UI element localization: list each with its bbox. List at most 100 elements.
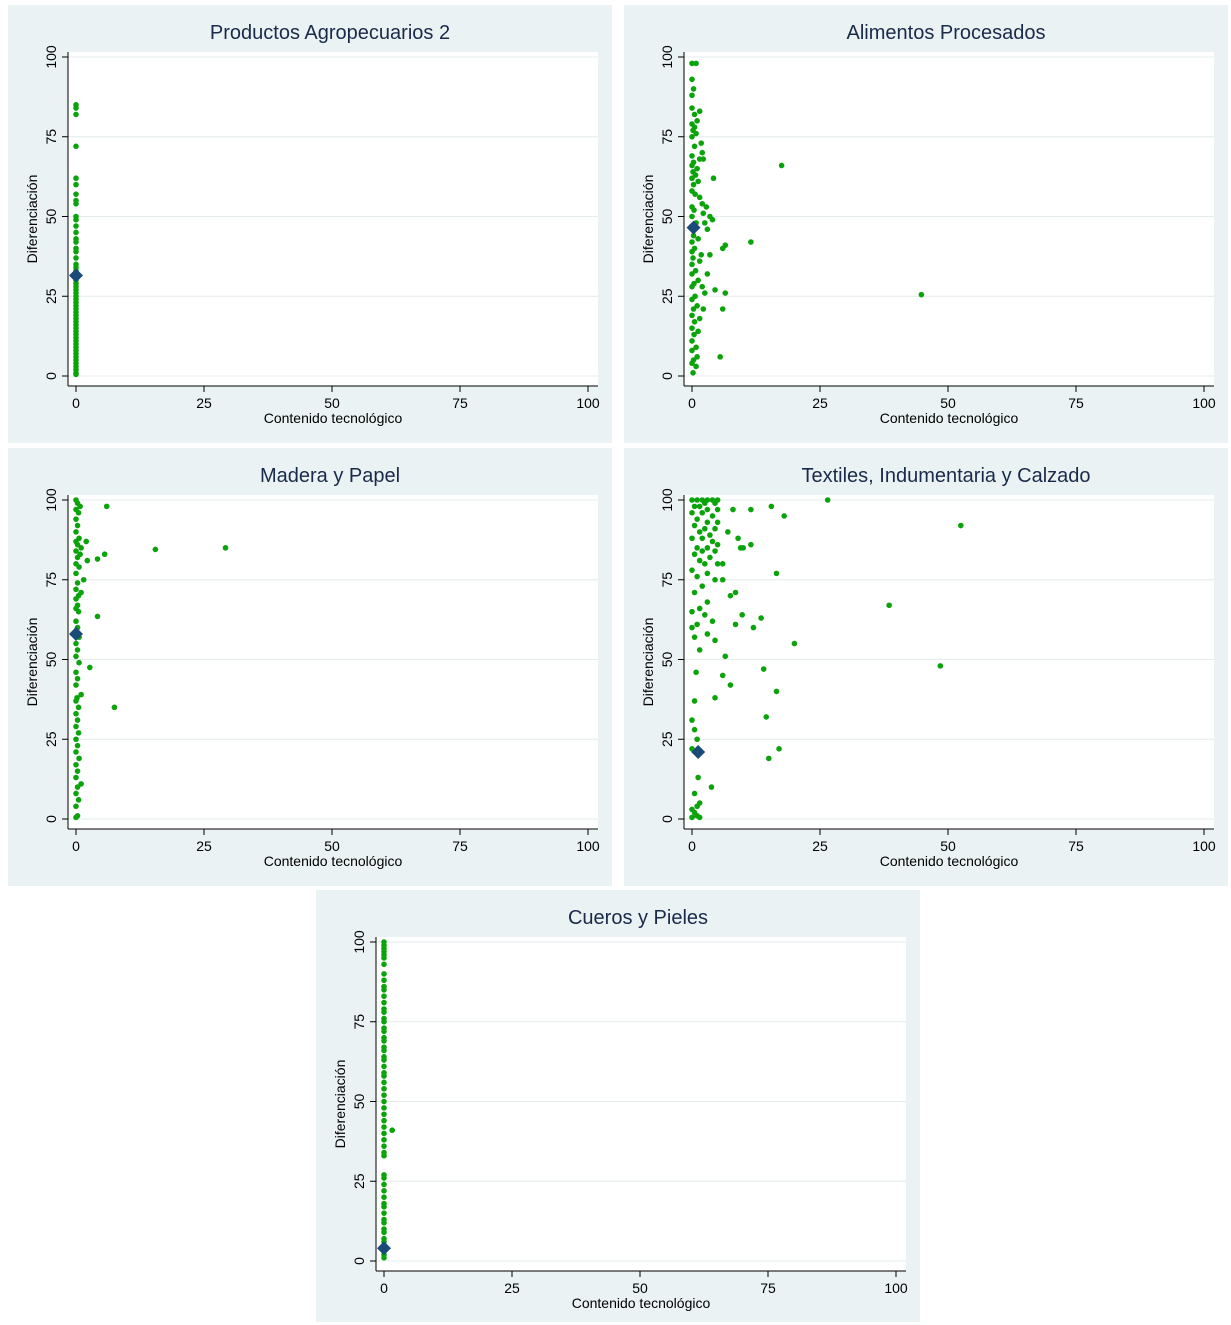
data-point [381, 955, 387, 961]
data-point [725, 529, 731, 535]
x-tick-label: 0 [380, 1280, 388, 1296]
x-tick-label: 75 [760, 1280, 776, 1296]
plot-area [68, 52, 598, 386]
data-point [74, 554, 81, 561]
data-point [719, 576, 726, 583]
data-point [748, 506, 754, 513]
data-point [689, 105, 695, 111]
data-point [103, 503, 110, 510]
data-point [691, 790, 698, 797]
data-point [695, 178, 701, 185]
data-point [73, 790, 79, 797]
scatter-svg: Textiles, Indumentaria y Calzado 0 25 50 75 1… [640, 465, 1216, 869]
data-point [73, 710, 79, 717]
x-tick-label: 50 [940, 838, 956, 854]
data-point [702, 525, 708, 532]
data-point [722, 290, 729, 296]
data-point [695, 277, 701, 284]
data-point [222, 545, 229, 551]
data-point [691, 143, 698, 150]
data-point [937, 663, 944, 669]
data-point [732, 621, 739, 628]
mean-marker [69, 268, 83, 283]
data-point [691, 522, 698, 529]
data-point [101, 551, 108, 558]
x-tick-label: 25 [196, 838, 212, 854]
chart-title: Cueros y Pieles [568, 907, 708, 929]
data-point [689, 325, 695, 331]
x-tick-label: 100 [1192, 838, 1216, 854]
data-point [75, 797, 82, 803]
y-tick-label: 0 [659, 372, 675, 380]
scatter-svg: Alimentos Procesados 0 25 50 75 100 0 25 50 75 100… [640, 22, 1216, 426]
data-point [689, 239, 695, 245]
data-point [689, 347, 695, 354]
data-point [690, 181, 697, 188]
x-tick-label: 0 [72, 838, 80, 854]
y-tick-label: 0 [43, 815, 59, 823]
data-point [778, 162, 785, 169]
data-point [74, 580, 81, 586]
scatter-svg: Cueros y Pieles 0 25 50 75 100 0 25 50 75 100 Conte… [332, 907, 908, 1311]
data-point [719, 672, 726, 679]
y-tick-label: 25 [43, 288, 59, 304]
x-tick-label: 100 [884, 1280, 908, 1296]
data-point [73, 255, 79, 261]
data-point [700, 156, 707, 162]
data-point [696, 647, 703, 653]
data-point [702, 500, 708, 506]
data-point [696, 814, 703, 821]
mean-marker [69, 626, 83, 641]
data-point [75, 509, 82, 516]
data-point [381, 1130, 387, 1137]
y-tick-label: 25 [659, 288, 675, 304]
data-point [75, 704, 82, 711]
data-point [690, 232, 697, 239]
data-point [381, 1038, 387, 1044]
data-point [700, 210, 707, 217]
x-tick-label: 50 [324, 395, 340, 411]
scatter-svg: Madera y Papel 0 25 50 75 100 0 25 50 75 100 Conten… [24, 465, 600, 869]
data-point [709, 618, 716, 625]
data-point [727, 592, 734, 599]
x-tick-label: 50 [940, 395, 956, 411]
data-point [381, 977, 387, 984]
data-point [719, 245, 726, 252]
data-point [689, 283, 695, 290]
data-point [703, 204, 710, 210]
data-point [699, 535, 706, 542]
data-point [698, 140, 705, 146]
plot-area [684, 52, 1214, 386]
data-point [712, 576, 718, 583]
plot-area [376, 937, 906, 1271]
data-point [73, 175, 79, 182]
chart-title: Productos Agropecuarios 2 [210, 22, 450, 44]
data-point [73, 248, 79, 255]
data-point [73, 774, 79, 781]
data-point [689, 567, 695, 573]
data-point [694, 497, 700, 503]
x-tick-label: 0 [688, 395, 696, 411]
data-point [714, 506, 721, 513]
data-point [83, 538, 90, 545]
data-point [707, 554, 713, 561]
data-point [689, 133, 695, 140]
data-point [693, 130, 699, 137]
data-point [73, 570, 79, 577]
data-point [381, 1124, 387, 1130]
data-point [73, 803, 79, 810]
data-point [694, 621, 700, 628]
data-point [73, 181, 79, 188]
x-axis-label: Contenido tecnológico [572, 1295, 711, 1311]
data-point [689, 162, 695, 169]
x-tick-label: 75 [1068, 395, 1084, 411]
data-point [689, 76, 695, 83]
data-point [689, 92, 695, 99]
y-axis-label: Diferenciación [24, 618, 40, 707]
x-tick-label: 25 [812, 395, 828, 411]
data-point [78, 691, 84, 698]
data-point [773, 688, 780, 695]
data-point [73, 814, 79, 821]
data-point [381, 1079, 387, 1086]
data-point [714, 541, 721, 548]
